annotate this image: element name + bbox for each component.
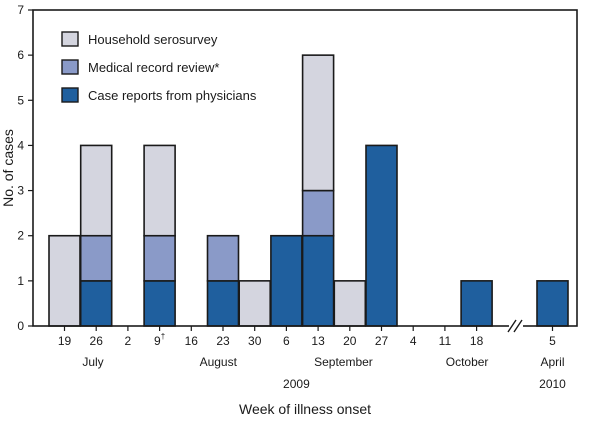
x-tick-label: 20	[343, 334, 357, 348]
axis-break-marker	[507, 319, 523, 333]
y-axis-ticks: 0 1 2 3 4 5 6 7	[17, 3, 33, 333]
bar-segment	[143, 280, 176, 327]
bar-segment	[79, 280, 113, 327]
legend-label: Household serosurvey	[88, 32, 218, 47]
bar-segment	[301, 189, 335, 237]
bar-segment	[270, 234, 303, 327]
x-tick-label: 18	[470, 334, 484, 348]
x-axis-title: Week of illness onset	[239, 401, 371, 417]
month-label: September	[314, 355, 373, 369]
bar-segment	[143, 234, 176, 282]
x-tick-label: 13	[311, 334, 325, 348]
legend-label: Case reports from physicians	[88, 88, 257, 103]
year-label: 2009	[283, 377, 310, 391]
month-label: July	[82, 355, 103, 369]
x-tick-label: 11	[439, 334, 452, 348]
x-tick-label: 6	[283, 334, 290, 348]
bar-segment	[206, 280, 240, 327]
bar-segment	[79, 144, 113, 237]
x-tick-label: 16	[185, 334, 199, 348]
bar-segment	[365, 144, 398, 327]
legend-label: Medical record review*	[88, 60, 220, 75]
year-labels: 2009 2010	[283, 377, 566, 391]
y-tick-label: 1	[17, 274, 24, 288]
y-tick-label: 7	[17, 3, 24, 17]
x-tick-label: 2	[125, 334, 132, 348]
bar-segment	[238, 280, 271, 327]
bar-segment	[536, 280, 569, 327]
plot-frame	[32, 9, 578, 327]
legend-swatch	[61, 87, 79, 103]
x-tick-label: 4	[410, 334, 417, 348]
month-label: October	[446, 355, 489, 369]
y-tick-label: 6	[17, 48, 24, 62]
x-tick-label: 19	[58, 334, 72, 348]
x-tick-label: 26	[90, 334, 104, 348]
x-axis-ticks: 19 26 2 9† 16 23 30 6 13 20 27 4 11 18 5	[58, 326, 556, 348]
y-tick-label: 2	[17, 229, 24, 243]
y-tick-label: 0	[17, 319, 24, 333]
bar-segment	[206, 234, 240, 282]
bar-segment	[48, 234, 81, 327]
legend-swatch	[61, 59, 79, 75]
y-tick-label: 4	[17, 138, 24, 152]
legend-swatch	[61, 31, 79, 47]
bar-segment	[143, 144, 176, 237]
x-tick-label: 27	[375, 334, 389, 348]
bar-segment	[333, 280, 367, 327]
axis-break-slash	[513, 319, 523, 333]
y-axis-title: No. of cases	[0, 129, 16, 207]
bar-segment	[460, 280, 493, 327]
bar-segment	[301, 54, 335, 192]
axis-break-slash	[507, 319, 517, 333]
month-labels: July August September October April	[82, 355, 564, 369]
x-tick-label: 5	[549, 334, 556, 348]
legend: Household serosurvey Medical record revie…	[61, 31, 257, 103]
x-tick-label: 30	[248, 334, 262, 348]
month-label: August	[200, 355, 238, 369]
bars	[48, 54, 569, 327]
year-label: 2010	[539, 377, 566, 391]
bar-segment	[301, 234, 335, 327]
x-tick-label: 9†	[154, 332, 165, 348]
y-tick-label: 3	[17, 184, 24, 198]
bar-segment	[79, 234, 113, 282]
x-tick-label: 23	[216, 334, 230, 348]
y-tick-label: 5	[17, 93, 24, 107]
month-label: April	[540, 355, 564, 369]
